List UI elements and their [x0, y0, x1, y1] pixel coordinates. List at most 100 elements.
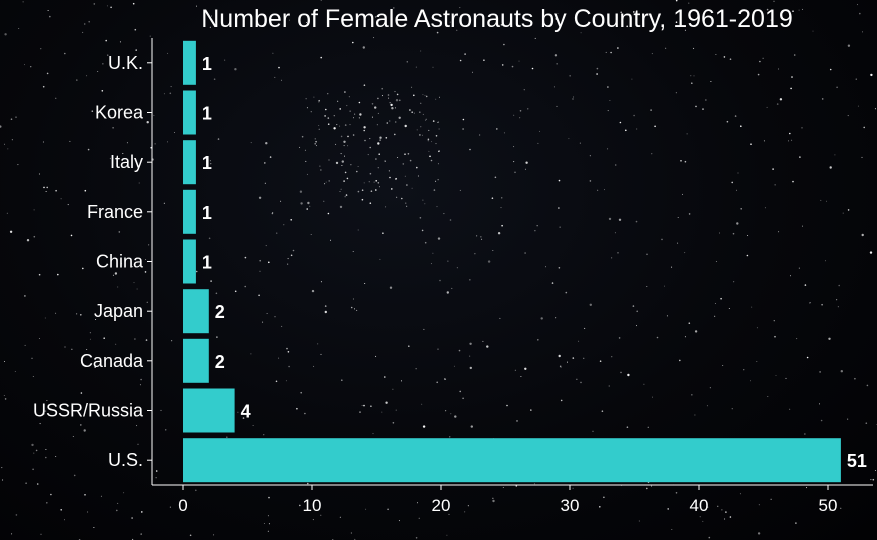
- star-dot: [447, 260, 449, 262]
- star-dot: [607, 86, 609, 88]
- star-dot: [33, 209, 35, 211]
- star-dot: [344, 155, 345, 157]
- star-dot: [620, 371, 622, 374]
- star-dot: [617, 47, 619, 49]
- star-dot: [389, 286, 393, 289]
- star-dot: [363, 182, 365, 184]
- star-dot: [353, 117, 354, 119]
- star-dot: [377, 97, 379, 100]
- star-dot: [643, 383, 645, 385]
- star-dot: [361, 405, 363, 406]
- star-dot: [399, 99, 401, 102]
- star-dot: [364, 139, 366, 142]
- star-dot: [89, 332, 91, 334]
- star-dot: [444, 378, 446, 380]
- star-dot: [57, 273, 59, 276]
- star-dot: [24, 344, 26, 346]
- star-dot: [664, 285, 665, 287]
- star-dot: [772, 168, 774, 170]
- star-dot: [733, 281, 735, 283]
- star-dot: [580, 381, 582, 384]
- star-dot: [167, 141, 168, 143]
- star-dot: [71, 348, 73, 350]
- star-dot: [524, 252, 526, 254]
- star-dot: [381, 95, 383, 97]
- star-dot: [22, 1, 24, 3]
- star-dot: [384, 160, 386, 162]
- star-dot: [691, 394, 693, 396]
- star-dot: [350, 532, 352, 534]
- star-dot: [39, 423, 41, 425]
- data-label: 1: [202, 253, 212, 273]
- star-dot: [763, 140, 765, 142]
- star-dot: [337, 100, 339, 102]
- star-dot: [368, 181, 370, 183]
- star-dot: [307, 201, 310, 205]
- star-dot: [103, 337, 105, 340]
- star-dot: [519, 110, 522, 112]
- star-dot: [369, 202, 372, 204]
- star-dot: [773, 0, 775, 2]
- star-dot: [45, 191, 47, 192]
- star-dot: [557, 13, 559, 14]
- bar: [183, 239, 196, 284]
- star-dot: [675, 21, 678, 24]
- star-dot: [527, 108, 529, 110]
- star-dot: [367, 154, 369, 156]
- star-dot: [796, 338, 798, 340]
- star-dot: [416, 166, 418, 169]
- star-dot: [443, 213, 445, 215]
- star-dot: [170, 86, 172, 88]
- star-dot: [375, 355, 377, 357]
- x-tick-label: 10: [303, 496, 322, 515]
- star-dot: [798, 267, 800, 269]
- star-dot: [421, 134, 423, 136]
- star-dot: [540, 317, 543, 320]
- star-dot: [361, 189, 364, 191]
- star-dot: [446, 534, 448, 536]
- star-dot: [635, 220, 638, 223]
- star-dot: [131, 266, 133, 268]
- star-dot: [537, 339, 539, 341]
- star-dot: [553, 86, 555, 88]
- star-dot: [757, 73, 760, 76]
- star-dot: [450, 413, 452, 415]
- star-dot: [132, 2, 135, 5]
- star-dot: [379, 258, 381, 260]
- star-dot: [470, 425, 473, 428]
- star-dot: [60, 509, 62, 511]
- star-dot: [384, 376, 386, 378]
- star-dot: [862, 31, 863, 33]
- star-dot: [352, 134, 355, 136]
- star-dot: [288, 365, 290, 368]
- star-dot: [551, 282, 554, 284]
- star-dot: [82, 31, 84, 33]
- star-dot: [847, 418, 849, 420]
- star-dot: [324, 305, 327, 307]
- star-dot: [734, 115, 737, 117]
- star-dot: [300, 391, 303, 394]
- star-dot: [46, 400, 48, 401]
- star-dot: [499, 317, 501, 319]
- star-dot: [64, 519, 65, 521]
- star-dot: [100, 495, 102, 497]
- star-dot: [136, 288, 138, 290]
- star-dot: [601, 410, 604, 413]
- star-dot: [123, 407, 125, 409]
- star-dot: [740, 208, 742, 210]
- star-dot: [31, 357, 33, 359]
- star-dot: [281, 79, 282, 81]
- star-dot: [389, 120, 391, 122]
- star-dot: [123, 492, 125, 494]
- star-dot: [407, 153, 410, 155]
- star-dot: [341, 165, 343, 166]
- star-dot: [117, 502, 119, 504]
- star-dot: [791, 139, 793, 141]
- star-dot: [480, 236, 482, 238]
- x-tick-label: 20: [432, 496, 451, 515]
- star-dot: [775, 375, 777, 376]
- star-dot: [837, 306, 839, 308]
- star-dot: [449, 436, 451, 438]
- star-dot: [145, 259, 147, 260]
- star-dot: [325, 181, 327, 183]
